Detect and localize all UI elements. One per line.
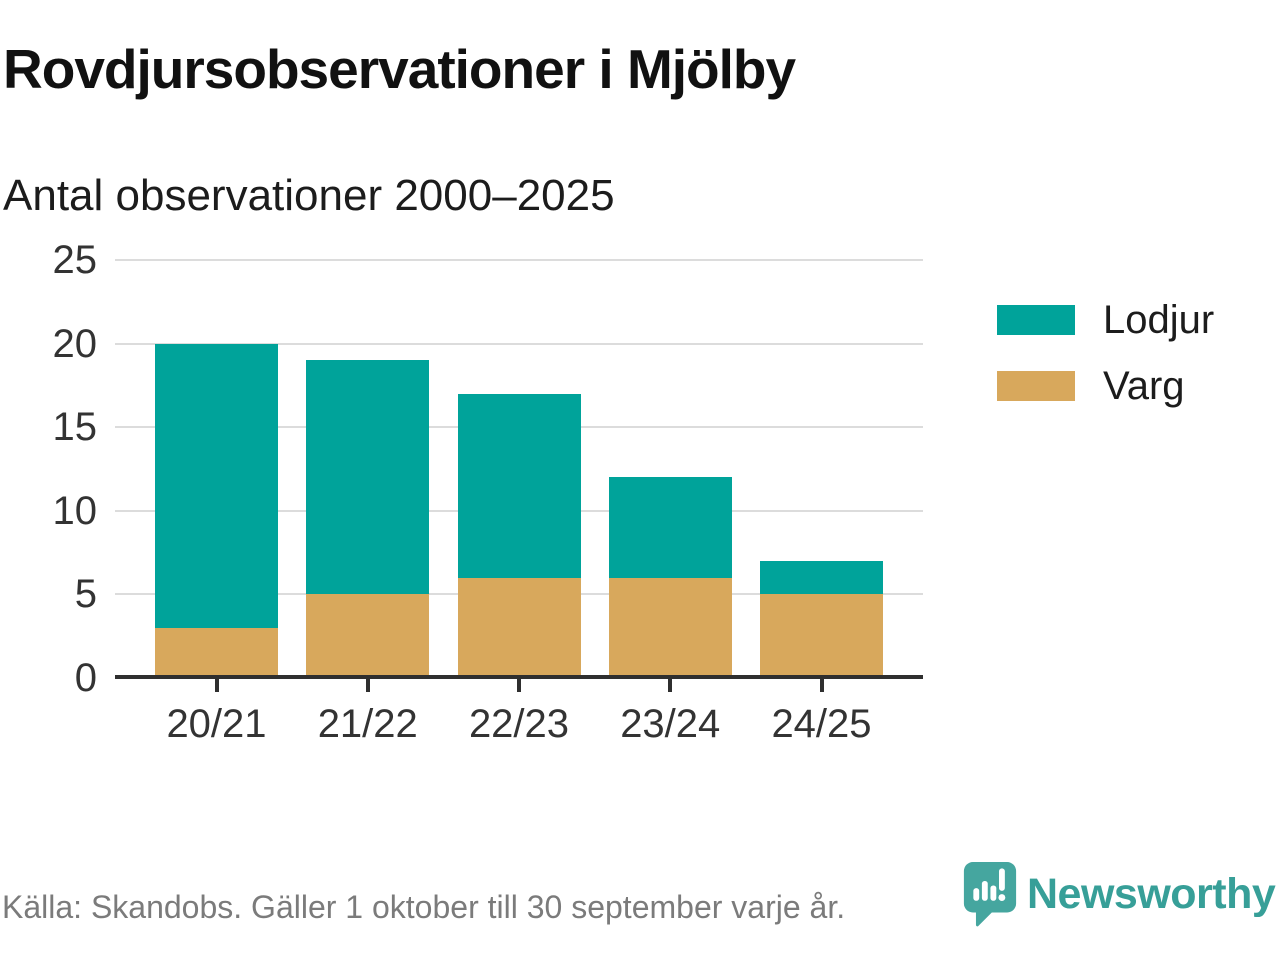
y-tick-label-0: 0 (74, 656, 97, 700)
bar-segment-lodjur-22/23 (457, 393, 581, 578)
x-tick-label-22/23: 22/23 (468, 702, 570, 746)
y-tick-label-5: 5 (74, 572, 97, 617)
legend-swatch-varg (997, 371, 1075, 401)
bar-segment-lodjur-24/25 (760, 560, 883, 595)
bar-segment-varg-20/21 (155, 627, 278, 678)
x-tick-mark-24/25 (819, 678, 824, 692)
bar-segment-lodjur-21/22 (306, 360, 430, 595)
y-tick-label-10: 10 (52, 488, 98, 533)
newsworthy-logo-icon (963, 862, 1017, 927)
x-tick-mark-21/22 (365, 678, 370, 692)
y-tick-label-20: 20 (52, 321, 98, 366)
legend-label-lodjur: Lodjur (1103, 298, 1215, 342)
y-tick-label-25: 25 (52, 238, 98, 282)
y-tick-label-15: 15 (52, 405, 98, 450)
legend-item-varg: Varg (997, 366, 1214, 406)
bar-segment-lodjur-23/24 (608, 477, 732, 578)
bar-segment-lodjur-20/21 (155, 343, 278, 628)
chart-title: Rovdjursobservationer i Mjölby (3, 38, 796, 100)
axis-baseline (115, 675, 923, 679)
x-tick-mark-20/21 (214, 678, 219, 692)
gridline-25 (115, 259, 923, 261)
source-note: Källa: Skandobs. Gäller 1 oktober till 3… (2, 889, 846, 925)
newsworthy-logo-text: Newsworthy (1027, 870, 1276, 918)
newsworthy-logo[interactable]: Newsworthy (963, 861, 1276, 927)
bar-segment-varg-22/23 (457, 577, 581, 678)
x-tick-label-23/24: 23/24 (620, 702, 721, 746)
x-tick-label-21/22: 21/22 (317, 702, 418, 746)
x-tick-label-20/21: 20/21 (166, 702, 267, 746)
legend-item-lodjur: Lodjur (997, 300, 1214, 340)
legend: Lodjur Varg (997, 300, 1214, 432)
legend-label-varg: Varg (1103, 364, 1185, 408)
chart-subtitle: Antal observationer 2000–2025 (3, 171, 615, 220)
x-tick-mark-23/24 (668, 678, 673, 692)
bar-segment-varg-24/25 (760, 594, 883, 678)
bar-segment-varg-21/22 (306, 594, 430, 678)
x-tick-label-24/25: 24/25 (771, 702, 872, 746)
legend-swatch-lodjur (997, 305, 1075, 335)
bar-segment-varg-23/24 (608, 577, 732, 678)
x-tick-mark-22/23 (517, 678, 521, 692)
gridline-20 (115, 342, 923, 345)
